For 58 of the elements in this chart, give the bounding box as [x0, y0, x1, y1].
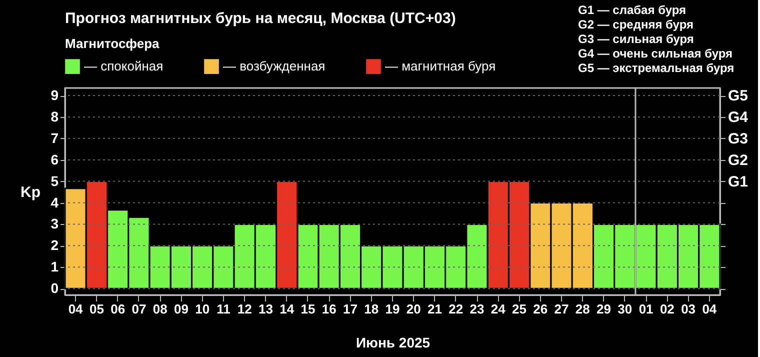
x-tick-label: 04	[702, 302, 718, 316]
x-axis-title: Июнь 2025	[356, 334, 430, 350]
legend-label: — магнитная буря	[385, 58, 496, 74]
x-tick-label: 07	[132, 302, 146, 316]
x-tick-label: 08	[152, 302, 168, 316]
text: G5 — экстремальная буря	[578, 61, 734, 75]
x-tick-label: 22	[448, 302, 464, 316]
y-tick-label: 2	[50, 237, 59, 254]
legend-title: Магнитосфера	[65, 36, 160, 51]
y-tick-label: 4	[50, 194, 59, 210]
y-tick-label: 6	[50, 151, 59, 168]
legend-label: — спокойная	[84, 58, 164, 74]
chart-title: Прогноз магнитных бурь на месяц, Москва (UTC+03)	[65, 10, 456, 27]
text: G4 — очень сильная буря	[578, 46, 733, 60]
y-axis-title: Kp	[20, 184, 40, 201]
x-tick-label: 24	[490, 302, 506, 316]
x-tick-label: 28	[575, 302, 590, 316]
y-tick-label: 7	[50, 130, 59, 146]
text: G2 — средняя буря	[578, 18, 694, 32]
text: G5	[728, 88, 748, 105]
text: G3	[728, 130, 748, 148]
x-tick-label: 30	[618, 302, 632, 316]
x-tick-label: 25	[512, 302, 527, 316]
x-tick-label: 17	[343, 302, 358, 316]
x-tick-label: 29	[596, 302, 612, 316]
x-tick-label: 02	[660, 302, 674, 316]
text: G4	[728, 108, 749, 126]
x-tick-label: 23	[470, 302, 484, 316]
x-tick-label: 15	[300, 302, 316, 316]
x-tick-label: 27	[554, 302, 569, 316]
y-tick-label: 8	[50, 108, 59, 124]
x-tick-label: 12	[237, 302, 252, 316]
x-tick-label: 09	[174, 302, 188, 316]
x-tick-label: 16	[322, 302, 336, 316]
x-tick-label: 01	[638, 302, 654, 316]
x-tick-label: 20	[406, 302, 421, 316]
x-tick-label: 19	[385, 302, 400, 316]
x-tick-label: 06	[110, 302, 126, 316]
x-tick-label: 21	[428, 302, 442, 316]
y-tick-label: 5	[50, 172, 59, 189]
x-tick-label: 13	[258, 302, 273, 316]
y-tick-label: 0	[50, 280, 59, 296]
legend-label: — возбужденная	[223, 58, 326, 74]
x-tick-label: 05	[89, 302, 104, 316]
x-tick-label: 18	[364, 302, 379, 316]
x-tick-label: 14	[280, 302, 295, 316]
y-tick-label: 1	[50, 258, 59, 275]
x-tick-label: 26	[533, 302, 548, 316]
text: G1	[728, 173, 748, 190]
text: G3 — сильная буря	[578, 32, 694, 46]
x-tick-label: 04	[68, 302, 84, 316]
x-tick-label: 03	[681, 302, 696, 316]
y-tick-label: 9	[50, 87, 59, 104]
x-tick-label: 10	[195, 302, 210, 316]
text: G2	[728, 152, 748, 169]
x-tick-label: 11	[216, 302, 230, 316]
text: G1 — слабая буря	[578, 3, 686, 17]
y-tick-label: 3	[50, 216, 59, 232]
